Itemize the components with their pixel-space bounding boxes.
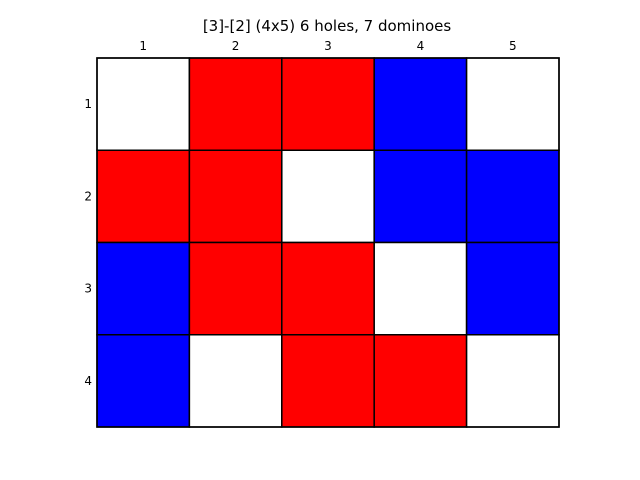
column-label: 4 bbox=[417, 39, 425, 53]
cell-r1-c1 bbox=[96, 57, 191, 151]
row-label: 2 bbox=[84, 189, 92, 203]
cell-r3-c4 bbox=[373, 241, 468, 336]
cell-r4-c2 bbox=[188, 334, 283, 428]
cell-r1-c4 bbox=[373, 57, 468, 151]
cell-r2-c2 bbox=[188, 149, 283, 244]
cell-r4-c4 bbox=[373, 334, 468, 428]
column-label: 2 bbox=[232, 39, 240, 53]
cell-r4-c1 bbox=[96, 334, 191, 428]
cell-r1-c2 bbox=[188, 57, 283, 151]
cell-r2-c4 bbox=[373, 149, 468, 244]
column-label: 3 bbox=[324, 39, 332, 53]
column-labels: 1 2 3 4 5 bbox=[139, 39, 516, 53]
cell-r2-c3 bbox=[281, 149, 375, 244]
cell-r1-c5 bbox=[465, 57, 560, 151]
column-label: 1 bbox=[139, 39, 147, 53]
row-label: 1 bbox=[84, 97, 92, 111]
board-cells bbox=[96, 57, 560, 428]
row-label: 3 bbox=[84, 282, 92, 296]
cell-r3-c2 bbox=[188, 241, 283, 336]
cell-r3-c3 bbox=[281, 241, 375, 336]
cell-r2-c5 bbox=[465, 149, 560, 244]
cell-r4-c3 bbox=[281, 334, 375, 428]
cell-r2-c1 bbox=[96, 149, 191, 244]
row-label: 4 bbox=[84, 374, 92, 388]
cell-r4-c5 bbox=[465, 334, 560, 428]
cell-r1-c3 bbox=[281, 57, 375, 151]
cell-r3-c5 bbox=[465, 241, 560, 336]
cell-r3-c1 bbox=[96, 241, 191, 336]
row-labels: 1 2 3 4 bbox=[84, 97, 92, 388]
board-frame bbox=[96, 57, 560, 428]
column-label: 5 bbox=[509, 39, 517, 53]
figure-title: [3]-[2] (4x5) 6 holes, 7 dominoes bbox=[203, 17, 452, 35]
